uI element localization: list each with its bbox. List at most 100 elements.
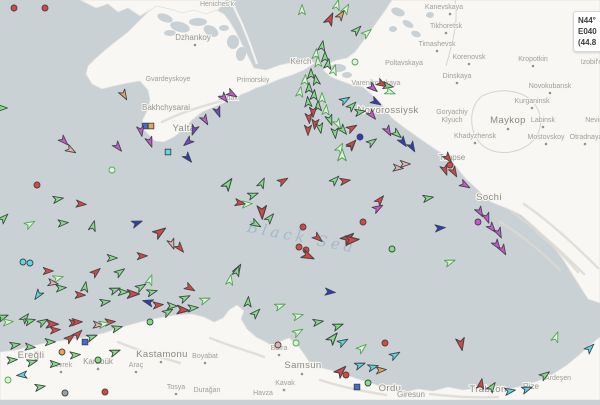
vessel-palegreen-arrow[interactable] bbox=[273, 301, 286, 312]
vessel-cyan-arrow[interactable] bbox=[16, 370, 28, 379]
vessel-palegreen-arrow[interactable] bbox=[331, 0, 342, 12]
vessel-gray-circle[interactable] bbox=[61, 389, 69, 397]
vessel-green-arrow[interactable] bbox=[231, 265, 242, 278]
vessel-red-arrow[interactable] bbox=[49, 326, 61, 335]
vessel-green-arrow[interactable] bbox=[485, 380, 498, 394]
vessel-palegreen-arrow[interactable] bbox=[550, 331, 561, 344]
vessel-magenta-arrow[interactable] bbox=[497, 243, 508, 257]
vessel-red-arrow[interactable] bbox=[375, 78, 389, 89]
vessel-palegreen-circle[interactable] bbox=[292, 339, 300, 347]
vessel-red-arrow[interactable] bbox=[89, 266, 103, 279]
vessel-red-circle[interactable] bbox=[381, 339, 389, 347]
vessel-magenta-arrow[interactable] bbox=[144, 135, 155, 148]
vessel-palegreen-circle[interactable] bbox=[108, 166, 116, 174]
vessel-red-arrow[interactable] bbox=[441, 151, 454, 165]
vessel-palegreen-arrow[interactable] bbox=[198, 295, 211, 306]
vessel-red-arrow[interactable] bbox=[323, 11, 337, 27]
vessel-green-arrow[interactable] bbox=[9, 340, 21, 350]
vessel-green-arrow[interactable] bbox=[336, 123, 349, 137]
vessel-palegreen-arrow[interactable] bbox=[98, 319, 110, 329]
vessel-red-arrow[interactable] bbox=[71, 328, 84, 341]
vessel-red-arrow[interactable] bbox=[183, 282, 197, 293]
vessel-palegreen-arrow[interactable] bbox=[321, 104, 330, 116]
vessel-red-arrow[interactable] bbox=[476, 378, 486, 390]
vessel-green-arrow[interactable] bbox=[309, 89, 318, 101]
vessel-pink-arrow[interactable] bbox=[64, 144, 78, 155]
vessel-red-arrow[interactable] bbox=[345, 138, 358, 151]
vessel-palegreen-arrow[interactable] bbox=[297, 4, 307, 16]
vessel-red-arrow[interactable] bbox=[74, 290, 86, 299]
vessel-pink-arrow[interactable] bbox=[399, 159, 411, 169]
vessel-purple-arrow[interactable] bbox=[189, 123, 200, 136]
vessel-navy-arrow[interactable] bbox=[396, 135, 409, 149]
vessel-red-arrow[interactable] bbox=[373, 193, 386, 207]
vessel-magenta-arrow[interactable] bbox=[490, 238, 503, 252]
vessel-red-arrow[interactable] bbox=[448, 165, 459, 179]
vessel-green-arrow[interactable] bbox=[25, 357, 38, 368]
vessel-navy-arrow[interactable] bbox=[130, 218, 143, 229]
vessel-green-arrow[interactable] bbox=[113, 266, 127, 279]
vessel-red-arrow[interactable] bbox=[304, 112, 313, 124]
vessel-green-arrow[interactable] bbox=[52, 194, 64, 204]
vessel-palegreen-arrow[interactable] bbox=[383, 86, 396, 97]
vessel-green-arrow[interactable] bbox=[311, 74, 321, 86]
vessel-cyan-arrow[interactable] bbox=[520, 384, 533, 395]
vessel-red-arrow[interactable] bbox=[303, 124, 313, 136]
vessel-green-arrow[interactable] bbox=[350, 24, 363, 37]
vessel-magenta-arrow[interactable] bbox=[365, 108, 378, 122]
vessel-green-arrow[interactable] bbox=[117, 287, 129, 297]
vessel-cyan-circle[interactable] bbox=[26, 259, 34, 267]
vessel-green-arrow[interactable] bbox=[331, 321, 344, 332]
vessel-cyan-arrow[interactable] bbox=[388, 349, 402, 361]
vessel-green-arrow[interactable] bbox=[57, 219, 69, 228]
vessel-palegreen-arrow[interactable] bbox=[23, 218, 37, 230]
vessel-navy-arrow[interactable] bbox=[434, 224, 446, 233]
vessel-cyan-square[interactable] bbox=[164, 148, 172, 156]
vessel-palegreen-circle[interactable] bbox=[351, 58, 359, 66]
vessel-green-arrow[interactable] bbox=[6, 356, 18, 365]
vessel-palegreen-arrow[interactable] bbox=[340, 2, 351, 16]
vessel-palegreen-arrow[interactable] bbox=[295, 86, 305, 98]
vessel-red-arrow[interactable] bbox=[126, 289, 141, 299]
vessel-green-arrow[interactable] bbox=[328, 174, 341, 187]
vessel-green-arrow[interactable] bbox=[34, 382, 46, 392]
vessel-red-arrow[interactable] bbox=[71, 318, 83, 327]
vessel-green-arrow[interactable] bbox=[304, 82, 314, 94]
vessel-red-arrow[interactable] bbox=[136, 252, 148, 261]
vessel-green-arrow[interactable] bbox=[55, 284, 67, 293]
vessel-red-arrow[interactable] bbox=[75, 199, 87, 208]
vessel-palegreen-circle[interactable] bbox=[4, 376, 12, 384]
vessel-red-arrow[interactable] bbox=[311, 231, 325, 244]
vessel-cyan-arrow[interactable] bbox=[336, 336, 350, 348]
vessel-green-arrow[interactable] bbox=[263, 211, 276, 225]
vessel-green-circle[interactable] bbox=[364, 379, 372, 387]
vessel-red-arrow[interactable] bbox=[63, 332, 77, 345]
vessel-green-arrow[interactable] bbox=[320, 51, 330, 63]
vessel-blue-square[interactable] bbox=[353, 383, 361, 391]
vessel-magenta-arrow[interactable] bbox=[371, 202, 385, 214]
vessel-green-circle[interactable] bbox=[388, 245, 396, 253]
vessel-red-circle[interactable] bbox=[342, 371, 350, 379]
vessel-red-circle[interactable] bbox=[359, 218, 367, 226]
vessel-green-arrow[interactable] bbox=[249, 218, 263, 229]
vessel-magenta-arrow[interactable] bbox=[366, 81, 380, 94]
vessel-green-arrow[interactable] bbox=[161, 306, 175, 318]
vessel-palegreen-arrow[interactable] bbox=[300, 74, 309, 86]
vessel-navy-arrow[interactable] bbox=[324, 287, 336, 296]
vessel-green-arrow[interactable] bbox=[49, 359, 61, 369]
vessel-magenta-arrow[interactable] bbox=[382, 124, 393, 138]
vessel-green-arrow[interactable] bbox=[85, 332, 98, 343]
vessel-green-arrow[interactable] bbox=[110, 323, 123, 334]
vessel-green-arrow[interactable] bbox=[23, 316, 36, 327]
vessel-red-arrow[interactable] bbox=[152, 301, 164, 310]
vessel-magenta-arrow[interactable] bbox=[474, 205, 485, 219]
vessel-green-arrow[interactable] bbox=[312, 317, 324, 327]
vessel-palegreen-arrow[interactable] bbox=[225, 274, 235, 286]
vessel-palegreen-arrow[interactable] bbox=[334, 141, 345, 155]
vessel-red-arrow[interactable] bbox=[45, 318, 60, 329]
vessel-green-arrow[interactable] bbox=[108, 285, 121, 296]
vessel-magenta-arrow[interactable] bbox=[217, 91, 230, 105]
vessel-palegreen-arrow[interactable] bbox=[332, 117, 343, 131]
vessel-orange-square[interactable] bbox=[147, 122, 155, 130]
